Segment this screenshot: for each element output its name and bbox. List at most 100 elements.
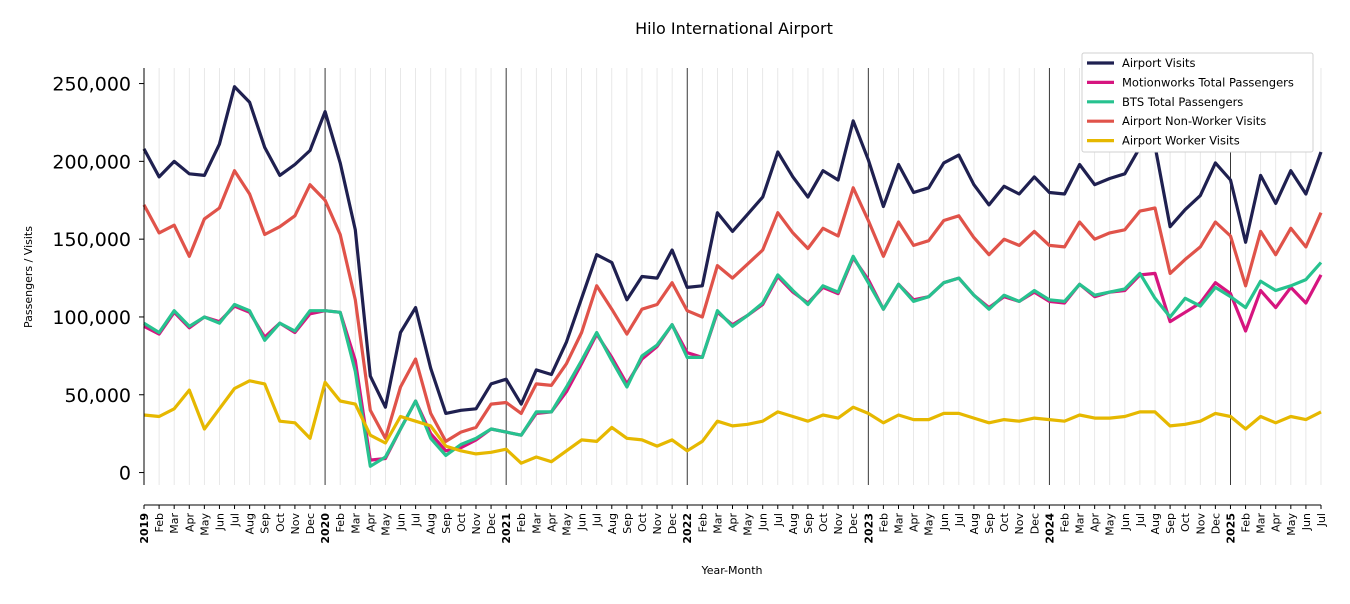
series-lines [142,85,1323,468]
x-tick-month-label: Jun [576,513,589,531]
x-tick-month-label: Nov [1013,513,1026,535]
x-tick-month-label: Jun [1300,513,1313,531]
x-tick-month-label: Nov [289,513,302,535]
x-tick-month-label: Sep [1164,513,1177,534]
x-tick-month-label: Mar [892,513,905,534]
x-axis: 2019 Feb Mar Apr May Jun Jul Aug Sep Oct Nov Dec 202… [138,504,1328,544]
legend-label: Airport Visits [1122,56,1196,70]
x-tick-month-label: Oct [274,512,287,532]
x-tick-month-label: Feb [1240,513,1253,532]
x-axis-label: Year-Month [700,564,762,577]
x-tick-month-label: Dec [1028,513,1041,534]
x-tick-year-label: 2023 [862,513,875,544]
x-tick-month-label: Oct [636,512,649,532]
x-tick-month-label: Mar [1074,513,1087,534]
series-line-4 [143,379,1322,465]
legend-label: Airport Worker Visits [1122,134,1240,148]
x-tick-month-label: Jul [410,513,423,527]
x-tick-month-label: Aug [244,513,257,534]
x-tick-month-label: Nov [832,513,845,535]
series-line-2 [143,254,1323,468]
x-tick-month-label: Feb [153,513,166,532]
x-tick-month-label: Jun [1119,513,1132,531]
x-tick-month-label: Dec [485,513,498,534]
x-tick-month-label: Oct [1179,512,1192,532]
x-tick-month-label: May [923,513,936,536]
x-tick-month-label: Sep [259,513,272,534]
y-tick-label: 0 [119,463,131,485]
y-tick-label: 150,000 [52,229,131,251]
x-tick-month-label: Aug [606,513,619,534]
x-tick-month-label: Apr [183,513,196,533]
x-tick-month-label: Apr [727,513,740,533]
legend-label: Motionworks Total Passengers [1122,75,1294,89]
y-axis-label: Passengers / Visits [22,226,35,328]
x-tick-month-label: Sep [983,513,996,534]
chart-title: Hilo International Airport [635,19,833,38]
x-tick-month-label: Feb [334,513,347,532]
x-tick-month-label: Jul [1134,513,1147,527]
y-tick-label: 100,000 [52,307,131,329]
x-tick-month-label: Dec [666,513,679,534]
x-tick-month-label: Dec [1209,513,1222,534]
x-tick-year-label: 2024 [1043,513,1056,544]
x-tick-month-label: Apr [1089,513,1102,533]
x-tick-year-label: 2021 [500,513,513,544]
x-tick-month-label: Aug [787,513,800,534]
series-line-3 [142,169,1323,443]
x-tick-month-label: Sep [621,513,634,534]
x-tick-month-label: Mar [168,513,181,534]
x-tick-month-label: Mar [530,513,543,534]
grid-lines [143,68,1322,485]
x-tick-month-label: May [1104,513,1117,536]
y-axis: 0 50,000 100,000 150,000 200,000 250,000 [52,68,145,485]
legend: Airport Visits Motionworks Total Passenge… [1081,52,1314,153]
x-tick-month-label: Feb [877,513,890,532]
x-tick-year-label: 2022 [681,513,694,544]
x-tick-month-label: Mar [711,513,724,534]
x-tick-month-label: Feb [696,513,709,532]
series-line-0 [142,85,1323,415]
y-tick-label: 50,000 [65,385,131,407]
x-tick-month-label: Apr [545,513,558,533]
x-tick-month-label: Nov [1194,513,1207,535]
x-tick-month-label: Jul [229,513,242,527]
legend-box [1081,52,1314,153]
x-tick-month-label: Oct [998,512,1011,532]
x-tick-month-label: Sep [802,513,815,534]
x-tick-month-label: Aug [968,513,981,534]
x-tick-month-label: Mar [1255,513,1268,534]
y-tick-label: 250,000 [52,74,131,96]
x-tick-month-label: May [198,513,211,536]
x-tick-month-label: Jul [772,513,785,527]
x-tick-month-label: Oct [817,512,830,532]
x-tick-month-label: Apr [1270,513,1283,533]
x-tick-month-label: Aug [425,513,438,534]
x-tick-month-label: Jun [757,513,770,531]
x-tick-month-label: Apr [908,513,921,533]
x-tick-month-label: Mar [349,513,362,534]
x-tick-month-label: Jun [938,513,951,531]
x-tick-month-label: Dec [847,513,860,534]
x-tick-month-label: Jun [395,513,408,531]
legend-label: BTS Total Passengers [1122,95,1243,109]
x-tick-year-label: 2025 [1224,513,1237,544]
x-tick-month-label: Oct [455,512,468,532]
x-tick-month-label: May [561,513,574,536]
x-tick-month-label: Jun [213,513,226,531]
x-tick-month-label: Nov [651,513,664,535]
y-tick-label: 200,000 [52,151,131,173]
x-tick-month-label: Jul [1315,513,1328,527]
x-tick-month-label: Nov [470,513,483,535]
x-tick-month-label: Jul [953,513,966,527]
x-tick-year-label: 2020 [319,513,332,544]
x-tick-month-label: May [379,513,392,536]
x-tick-month-label: Aug [1149,513,1162,534]
x-tick-month-label: Feb [515,513,528,532]
legend-label: Airport Non-Worker Visits [1122,114,1266,128]
x-tick-month-label: Feb [1058,513,1071,532]
x-tick-month-label: Apr [364,513,377,533]
x-tick-month-label: Jul [591,513,604,527]
x-tick-month-label: Sep [440,513,453,534]
